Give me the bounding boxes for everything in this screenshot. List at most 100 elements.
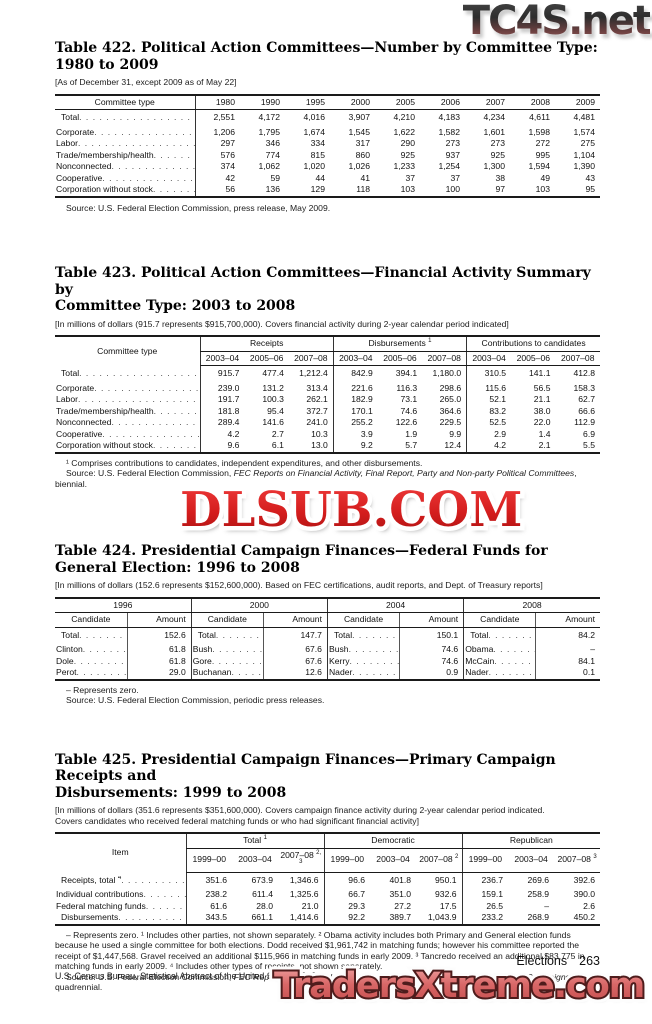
table-row: Individual contributions238.2 611.4 1,325.… [55, 889, 600, 901]
dot-leader [212, 645, 263, 655]
amount-header: Amount [262, 612, 328, 628]
data-cell: 229.5 [439, 417, 462, 427]
year-header-row: 1996 2000 2004 2008 [55, 597, 600, 613]
data-cell: 1,026 [348, 161, 370, 171]
table-424-section: Table 424. Presidential Campaign Finance… [55, 543, 600, 706]
data-cell: 1,206 [194, 126, 240, 138]
table-row: Federal matching funds61.6 28.0 21.0 29.3 27… [55, 900, 600, 913]
data-cell: 221.6 [332, 382, 378, 394]
period-header: 2003–04 [508, 848, 555, 873]
data-cell: 22.0 [533, 417, 551, 427]
row-label: Corporate [55, 384, 200, 394]
row-label: Labor [55, 139, 195, 149]
candidate-header: Candidate [463, 612, 536, 628]
candidate-cell: Total [326, 627, 400, 644]
data-cell: 38.0 [533, 405, 551, 416]
header-row: Committee type 1980 1990 1995 2000 2005 2006 20… [55, 94, 600, 110]
candidate-header: Candidate [326, 612, 400, 628]
row-stub-cell: Total [55, 110, 195, 127]
data-cell: 372.7 [306, 405, 328, 416]
candidate-cell: Bush [326, 644, 400, 656]
data-cell: 4,481 [573, 112, 595, 122]
data-cell: 74.6 [400, 405, 418, 416]
period-header: 2003–04 [466, 351, 512, 366]
table-row: Cooperative4.2 2.7 10.3 3.9 1.9 9.9 2.9 1.4 6.9 [55, 428, 600, 440]
candidate-header: Candidate [55, 612, 128, 628]
row-stub-cell: Labor [55, 138, 195, 150]
data-cell: 401.8 [389, 874, 412, 885]
data-cell: 28.0 [256, 900, 273, 911]
row-label: Dole [55, 657, 127, 667]
data-table: Committee type Receipts Disbursements 1 Con… [55, 335, 600, 454]
dot-leader [350, 657, 400, 667]
dot-leader [153, 441, 200, 451]
data-cell: 52.1 [466, 394, 512, 406]
amount-cell: 0.9 [399, 667, 464, 680]
data-cell: 1,598 [528, 126, 550, 137]
row-label: Cooperative [55, 430, 200, 440]
data-cell: 374 [194, 161, 240, 173]
row-stub-cell: Individual contributions [55, 889, 186, 901]
row-stub-cell: Total [55, 366, 200, 383]
dot-leader [146, 902, 186, 912]
table-425-source-suffix: , quadrennial. [55, 971, 573, 993]
row-label: Total [192, 631, 263, 641]
data-cell: 412.8 [573, 368, 595, 378]
data-cell: 1,300 [483, 161, 505, 171]
period-header: 2007–08 [288, 351, 334, 366]
data-cell: 273 [445, 138, 460, 148]
table-425-title: Table 425. Presidential Campaign Finance… [55, 751, 556, 801]
data-cell: 1,325.6 [289, 889, 319, 899]
group-header-row: Item Total 1 Democratic Republican [55, 833, 601, 857]
data-cell: 351.0 [389, 889, 412, 899]
table-425-section: Table 425. Presidential Campaign Finance… [55, 751, 601, 993]
data-cell: 2,551 [194, 109, 240, 127]
data-cell: 182.9 [332, 394, 378, 406]
candidate-cell: Total [463, 627, 536, 644]
data-cell: 317 [355, 138, 370, 148]
data-cell: 262.1 [306, 394, 328, 404]
amount-cell: 150.1 [399, 627, 464, 644]
data-cell: 1,414.6 [289, 912, 319, 922]
table-row: Corporate239.0 131.2 313.4 221.6 116.3 298.6 1… [55, 382, 600, 394]
table-row: Receipts, total 4351.6 673.9 1,346.6 96.6 40… [55, 872, 600, 889]
data-cell: 9.6 [199, 440, 245, 453]
data-cell: 66.6 [578, 405, 595, 416]
data-cell: 141.1 [529, 368, 551, 378]
data-cell: 611.4 [252, 889, 273, 899]
data-cell: 925 [400, 149, 415, 160]
row-label: Disbursements [55, 913, 186, 923]
candidate-cell: Obama [463, 644, 536, 656]
data-cell: 17.5 [439, 900, 457, 911]
table-423-source-prefix: Source: U.S. Federal Election Commission… [66, 468, 234, 478]
data-cell: 5.7 [405, 440, 418, 450]
column-header: 1995 [285, 94, 330, 110]
row-label: Obama [464, 645, 535, 655]
group-header: Total 1 [185, 833, 325, 849]
data-cell: 1,180.0 [432, 368, 462, 378]
data-cell: 275 [580, 138, 595, 148]
data-cell: 41 [360, 172, 370, 183]
row-label: Corporation without stock [55, 441, 200, 451]
data-cell: 37 [450, 172, 460, 183]
column-header: 1990 [240, 94, 285, 110]
row-stub-cell: Federal matching funds [55, 901, 186, 913]
row-label: Cooperative [55, 174, 195, 184]
data-cell: 158.3 [573, 382, 595, 393]
data-cell: 364.6 [439, 405, 462, 416]
data-cell: 310.5 [466, 365, 512, 383]
row-label: Buchanan [192, 668, 263, 678]
dot-leader [352, 668, 399, 678]
stub-header: Item [111, 847, 129, 858]
table-425-note: [In millions of dollars (351.6 represent… [55, 805, 545, 826]
table-422-source: Source: U.S. Federal Election Commission… [55, 203, 600, 214]
row-label: Total [55, 369, 200, 379]
row-stub-cell: Receipts, total 4 [55, 872, 186, 889]
data-cell: 1,795 [258, 126, 280, 137]
period-header-row: 2003–04 2005–06 2007–08 2003–04 2005–06 2007–… [55, 351, 600, 366]
data-cell: 73.1 [400, 394, 418, 404]
data-cell: 95.4 [267, 405, 284, 416]
table-424-note: [In millions of dollars (152.6 represent… [55, 580, 543, 590]
amount-cell: 61.8 [126, 655, 192, 667]
